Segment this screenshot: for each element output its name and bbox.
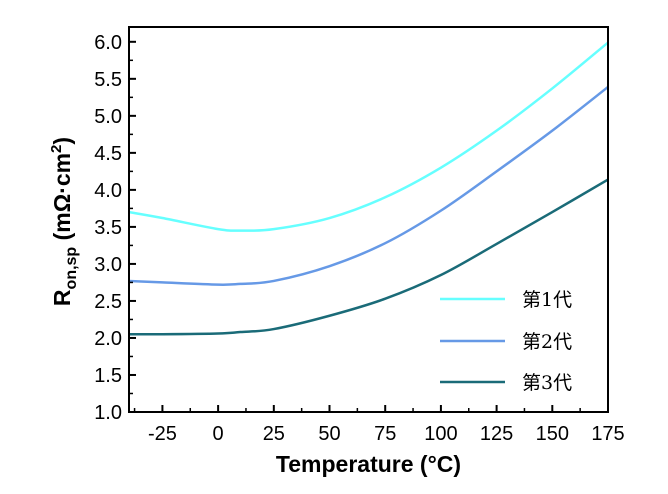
y-axis: 1.0 1.5 2.0 2.5 3.0 3.5 4.0 4.5 5.0 5.5 6.0 [94,32,136,424]
x-axis-title: Temperature (°C) [276,451,461,477]
legend-label-1: 第1代 [522,289,572,311]
y-axis-title-superscript: 2 [48,145,65,153]
series-line-2 [129,85,608,286]
y-axis-title-main: R [49,289,75,306]
x-tick-label: 175 [591,423,624,445]
y-tick-label: 4.0 [94,180,122,202]
x-tick-label: 75 [374,423,396,445]
x-axis: -25 0 25 50 75 100 125 150 175 [133,405,625,445]
x-tick-label: 25 [263,423,285,445]
x-tick-label: -25 [148,423,177,445]
series-line-1 [129,41,608,232]
y-tick-label: 3.0 [94,254,122,276]
x-tick-label: 150 [536,423,569,445]
y-tick-label: 1.0 [94,402,122,424]
series-line-3 [129,178,608,336]
y-axis-title-unit: (mΩ·cm [49,153,75,247]
y-tick-label: 6.0 [94,32,122,54]
x-tick-label: 0 [213,423,224,445]
y-tick-label: 5.5 [94,69,122,91]
x-tick-label: 100 [424,423,457,445]
y-axis-title: Ron,sp (mΩ·cm2) [48,137,80,306]
y-tick-label: 2.0 [94,328,122,350]
y-axis-title-subscript: on,sp [63,247,80,290]
y-tick-label: 3.5 [94,217,122,239]
legend-label-3: 第3代 [522,372,572,394]
plot-frame [128,26,609,413]
y-tick-label: 5.0 [94,106,122,128]
x-tick-label: 125 [480,423,513,445]
y-tick-label: 2.5 [94,291,122,313]
y-tick-label: 4.5 [94,143,122,165]
series-group [129,41,608,336]
y-axis-title-unit-end: ) [49,137,75,145]
x-tick-label: 50 [318,423,340,445]
y-tick-label: 1.5 [94,365,122,387]
legend-label-2: 第2代 [522,331,572,353]
